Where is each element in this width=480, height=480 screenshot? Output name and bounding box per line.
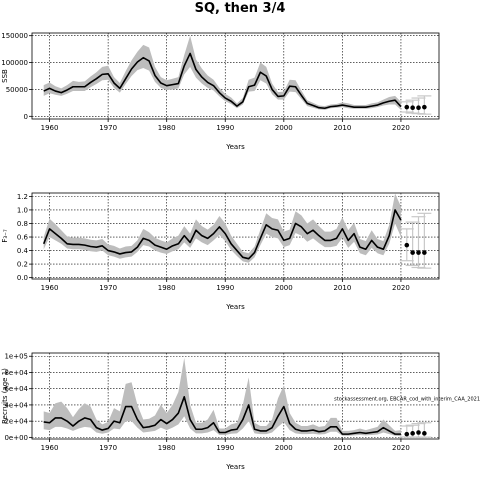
source-annotation: stockassessment.org, EBCAR_cod_with_inte… [334,397,480,403]
projection-errorbar [417,212,432,269]
x-tick-label: 2000 [275,124,293,132]
x-tick-label: 1980 [158,444,176,452]
projection-point [416,250,421,255]
y-tick-label: 150000 [1,32,28,40]
grid [32,33,439,119]
x-axis-label: Years [225,143,245,151]
projection-point [416,105,421,111]
projection-point [422,431,427,436]
y-axis-label: F₃₋₇ [1,229,9,243]
x-tick-label: 1960 [41,444,59,452]
projection-point [422,104,427,110]
projection-point [416,430,421,435]
x-tick-label: 2000 [275,444,293,452]
x-tick-label: 1990 [216,284,234,292]
y-tick-label: 0.4 [17,247,29,255]
x-axis-label: Years [225,303,245,311]
figure-title: SQ, then 3/4 [195,1,286,16]
x-tick-label: 1960 [41,284,59,292]
projection-point [410,105,415,111]
x-tick-label: 2020 [392,124,410,132]
x-tick-label: 1980 [158,284,176,292]
estimate-line [43,52,402,110]
fishing-mortality-panel: 1960 1970 1980 1990 2000 2010 2020 0.0 0.2 0.4 0.6… [1,192,440,311]
y-tick-label: 0.2 [17,261,28,269]
y-tick-label: 1.0 [17,206,28,214]
confidence-band [43,357,401,437]
x-tick-label: 1970 [99,124,117,132]
recruitment-panel: 1960 1970 1980 1990 2000 2010 2020 0e+00 2e+04 4e… [1,352,440,471]
x-axis-label: Years [225,463,245,471]
x-tick-label: 1970 [99,284,117,292]
plot-area [43,35,432,115]
x-tick-label: 1990 [216,444,234,452]
plot-area [43,357,432,438]
y-tick-label: 0.8 [17,220,28,228]
y-tick-label: 4e+04 [4,401,28,409]
x-tick-label: 2010 [333,284,351,292]
x-tick-label: 2010 [333,444,351,452]
x-tick-label: 2020 [392,284,410,292]
axes-frame [31,32,440,120]
projection-point [410,250,415,255]
x-tick-label: 2010 [333,124,351,132]
y-tick-label: 2e+04 [4,418,28,426]
axes-frame [31,352,440,440]
estimate-line [43,396,401,435]
y-tick-label: 100000 [1,59,28,67]
y-tick-label: 8e+04 [4,369,28,377]
y-tick-label: 1.2 [17,193,28,201]
x-tick-label: 1980 [158,124,176,132]
x-tick-label: 2020 [392,444,410,452]
x-tick-label: 1990 [216,124,234,132]
y-tick-label: 0.0 [17,274,28,282]
x-tick-label: 1970 [99,444,117,452]
projection-errorbar [411,216,426,269]
confidence-band [43,193,401,263]
x-tick-label: 2000 [275,284,293,292]
projection-point [404,242,410,248]
x-tick-label: 1960 [41,124,59,132]
y-tick-label: 0 [24,113,28,121]
y-tick-label: 0.6 [17,234,29,242]
plot-area [42,193,432,269]
y-axis-label: SSB [1,69,9,83]
axes-frame [31,192,440,280]
ssb-panel: 1960 1970 1980 1990 2000 2010 2020 0 50000 100000… [1,32,440,151]
projection-point [410,431,415,436]
projection-errorbar [405,221,420,267]
y-axis-label: Recruits (age 1) [1,368,9,424]
y-tick-label: 6e+04 [4,385,28,393]
y-tick-label: 0e+00 [4,434,28,442]
projection-point [404,104,410,110]
y-tick-label: 50000 [6,86,28,94]
projection-point [422,250,427,255]
projection-point [404,431,410,437]
y-tick-label: 1e+05 [4,353,28,361]
estimate-line [42,209,402,260]
